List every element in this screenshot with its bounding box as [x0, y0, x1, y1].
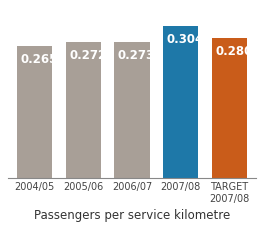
Text: 0.265: 0.265 [21, 53, 58, 66]
Bar [212, 39, 247, 179]
Text: 0.280: 0.280 [215, 45, 252, 58]
Text: 0.272: 0.272 [69, 49, 106, 62]
Bar [66, 43, 101, 179]
X-axis label: Passengers per service kilometre: Passengers per service kilometre [34, 208, 230, 221]
Text: 0.273: 0.273 [118, 49, 155, 62]
Bar [17, 47, 52, 179]
Bar [115, 43, 149, 179]
Bar [163, 27, 198, 179]
Text: 0.304: 0.304 [167, 33, 204, 46]
